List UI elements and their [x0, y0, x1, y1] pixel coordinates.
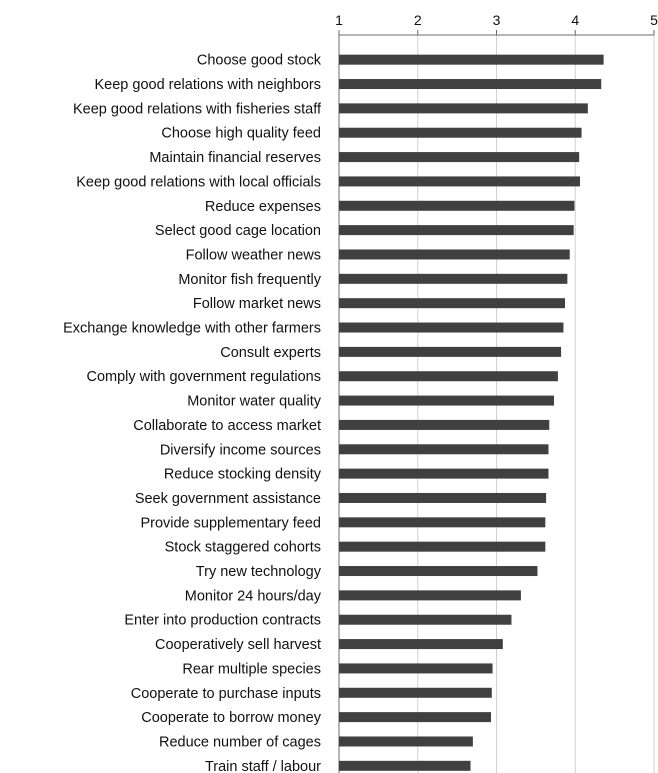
bar	[339, 225, 574, 236]
category-labels: Choose good stock Keep good relations wit…	[63, 53, 322, 773]
bar	[339, 712, 491, 723]
category-label: Maintain financial reserves	[149, 150, 321, 166]
bar	[339, 79, 602, 90]
x-tick-label: 2	[414, 12, 422, 28]
category-label: Try new technology	[196, 564, 322, 580]
category-label: Monitor water quality	[187, 394, 322, 410]
bar	[339, 517, 546, 528]
category-label: Cooperate to borrow money	[141, 710, 321, 726]
category-label: Consult experts	[220, 345, 321, 361]
x-tick-label: 1	[335, 12, 343, 28]
bar	[339, 200, 575, 211]
category-label: Select good cage location	[155, 223, 321, 239]
bar	[339, 639, 503, 650]
category-label: Keep good relations with neighbors	[94, 77, 321, 93]
category-label: Seek government assistance	[135, 491, 321, 507]
category-label: Train staff / labour	[205, 759, 321, 773]
category-label: Collaborate to access market	[133, 418, 321, 434]
category-label: Follow weather news	[186, 247, 321, 263]
bar	[339, 371, 558, 382]
category-label: Rear multiple species	[182, 661, 321, 677]
category-label: Reduce expenses	[205, 199, 321, 215]
x-tick-label: 5	[650, 12, 658, 28]
category-label: Choose high quality feed	[161, 126, 321, 142]
bar	[339, 152, 580, 163]
bar	[339, 468, 549, 479]
category-label: Exchange knowledge with other farmers	[63, 321, 321, 337]
bar	[339, 249, 570, 260]
category-label: Choose good stock	[197, 53, 322, 69]
bar	[339, 444, 549, 455]
category-label: Reduce stocking density	[164, 467, 322, 483]
bar	[339, 395, 554, 406]
bar	[339, 54, 604, 65]
bar	[339, 346, 562, 357]
category-label: Cooperatively sell harvest	[155, 637, 321, 653]
bar	[339, 176, 580, 187]
category-label: Diversify income sources	[160, 442, 321, 458]
category-label: Enter into production contracts	[124, 613, 321, 629]
category-label: Keep good relations with local officials	[76, 174, 321, 190]
bar	[339, 687, 492, 698]
category-label: Stock staggered cohorts	[165, 540, 321, 556]
bar	[339, 419, 550, 430]
bar	[339, 127, 582, 138]
category-label: Provide supplementary feed	[140, 515, 321, 531]
bar	[339, 492, 547, 503]
category-label: Cooperate to purchase inputs	[131, 686, 321, 702]
bar	[339, 736, 473, 747]
category-label: Comply with government regulations	[86, 369, 321, 385]
bar	[339, 298, 566, 309]
bar	[339, 541, 546, 552]
bar	[339, 103, 588, 114]
category-label: Keep good relations with fisheries staff	[73, 101, 322, 117]
bar	[339, 614, 512, 625]
category-label: Reduce number of cages	[159, 734, 321, 750]
bar	[339, 760, 471, 771]
category-label: Monitor fish frequently	[178, 272, 321, 288]
bar	[339, 273, 568, 284]
bar	[339, 322, 564, 333]
x-tick-label: 3	[493, 12, 501, 28]
bar	[339, 663, 493, 674]
x-tick-label: 4	[571, 12, 579, 28]
bar	[339, 566, 538, 577]
category-label: Monitor 24 hours/day	[185, 588, 322, 604]
bars	[339, 54, 604, 771]
category-label: Follow market news	[193, 296, 321, 312]
bar	[339, 590, 521, 601]
